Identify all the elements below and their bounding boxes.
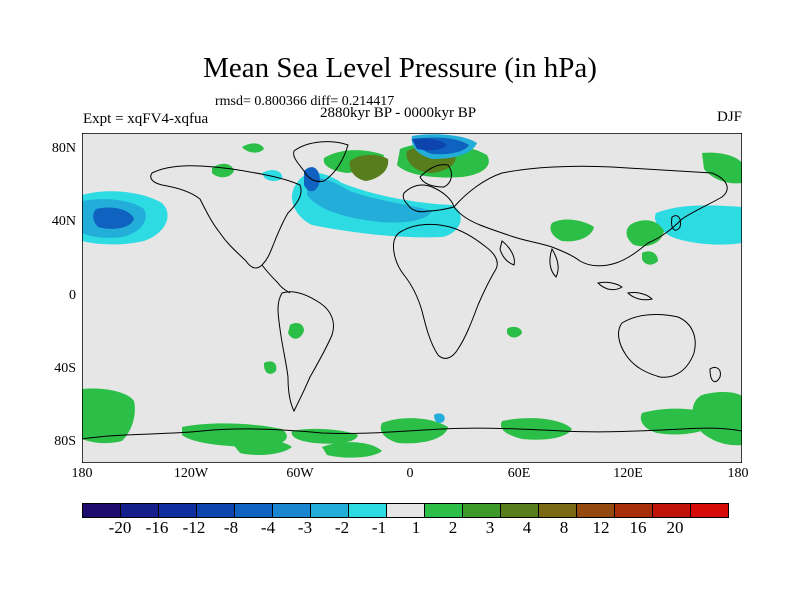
period-line: 2880kyr BP - 0000kyr BP <box>320 105 477 121</box>
lon-label-120e: 120E <box>613 466 643 481</box>
colorbar-label: -1 <box>371 518 387 537</box>
colorbar-label: -3 <box>297 518 313 537</box>
colorbar-label: -12 <box>182 518 206 537</box>
colorbar-box <box>614 503 653 518</box>
colorbar-box <box>690 503 729 518</box>
colorbar-box <box>348 503 387 518</box>
lon-label-0: 0 <box>406 466 414 481</box>
colorbar-label: -2 <box>334 518 350 537</box>
colorbar-box <box>500 503 539 518</box>
season-label: DJF <box>716 109 742 125</box>
lat-label-40s: 40S <box>54 361 76 376</box>
colorbar-label: -8 <box>223 518 239 537</box>
colorbar-box <box>120 503 159 518</box>
colorbar-label: -4 <box>260 518 276 537</box>
lon-label-60e: 60E <box>507 466 531 481</box>
lon-label-180e: 180 <box>727 466 749 481</box>
colorbar-label: 4 <box>522 518 532 537</box>
colorbar-box <box>158 503 197 518</box>
colorbar-box <box>234 503 273 518</box>
colorbar-label: 20 <box>666 518 684 537</box>
map-title: Mean Sea Level Pressure (in hPa) <box>203 52 597 84</box>
stats-line: rmsd= 0.800366 diff= 0.214417 <box>215 94 395 109</box>
lat-label-0: 0 <box>69 288 76 303</box>
colorbar-box <box>386 503 425 518</box>
coastlines <box>82 141 742 440</box>
colorbar-label: 2 <box>448 518 458 537</box>
colorbar-box <box>652 503 691 518</box>
colorbar-box <box>196 503 235 518</box>
colorbar-box <box>272 503 311 518</box>
map-background <box>82 133 742 463</box>
colorbar-label: 8 <box>559 518 569 537</box>
colorbar-box <box>82 503 121 518</box>
colorbar <box>82 503 729 518</box>
colorbar-box <box>462 503 501 518</box>
colorbar-box <box>310 503 349 518</box>
lon-label-180w: 180 <box>71 466 93 481</box>
colorbar-label: -16 <box>145 518 169 537</box>
colorbar-label: 1 <box>411 518 421 537</box>
lon-label-120w: 120W <box>173 466 209 481</box>
colorbar-box <box>424 503 463 518</box>
lon-label-60w: 60W <box>286 466 314 481</box>
colorbar-label: 16 <box>629 518 647 537</box>
lat-label-40n: 40N <box>51 214 76 229</box>
colorbar-box <box>538 503 577 518</box>
colorbar-box <box>576 503 615 518</box>
anomaly-fields <box>82 134 742 458</box>
colorbar-label: -20 <box>108 518 132 537</box>
colorbar-label: 12 <box>592 518 610 537</box>
experiment-label: Expt = xqFV4-xqfua <box>83 111 209 127</box>
colorbar-label: 3 <box>485 518 495 537</box>
lat-label-80s: 80S <box>54 434 76 449</box>
world-map <box>82 133 742 463</box>
lat-label-80n: 80N <box>51 141 76 156</box>
